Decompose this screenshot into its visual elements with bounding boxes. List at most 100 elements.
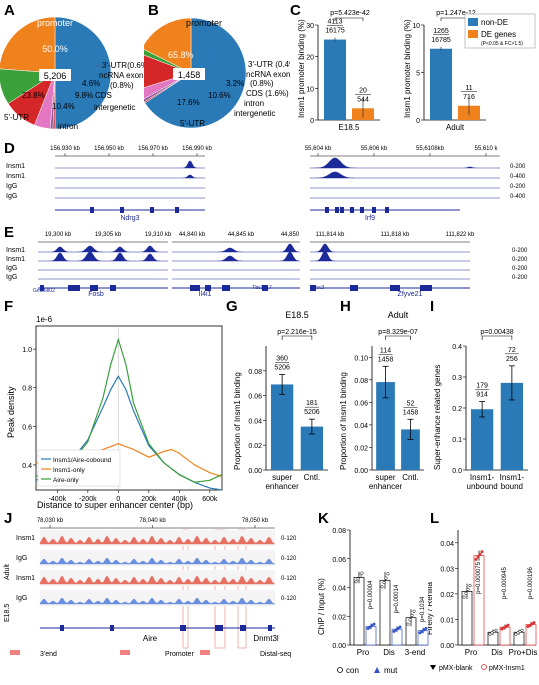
l-legend-blank: pMX-blank — [439, 665, 473, 672]
e-gene-exon — [390, 285, 400, 291]
pie-a-center-box — [39, 69, 71, 81]
c-frac-den: 716 — [463, 94, 475, 101]
panel-letter-b: B — [148, 2, 159, 19]
e-gene-exon — [310, 285, 316, 291]
e-gene-exon — [420, 285, 432, 291]
d-gene-left-exon — [90, 207, 94, 213]
pie-b-cds-label: CDS (1.6%) — [246, 89, 289, 98]
d-gene-left-exon — [120, 207, 124, 213]
e-gene-exon — [110, 285, 116, 291]
j-gene-exon — [60, 625, 64, 631]
j-track-signal — [39, 597, 276, 605]
e-tick: 111,822 kb — [446, 232, 475, 238]
panel-c-bar-chart: Insm1 promoter binding (%) Insm1 promote… — [297, 10, 536, 132]
e-gene-exon — [190, 285, 200, 291]
panel-g-bar-chart: E18.5 Proportion of Insm1 binding 0.00 0.02… — [233, 310, 328, 491]
gbar-pvalue: p=0.00014 — [394, 584, 400, 613]
d-left-tick: 156,990 kb — [182, 146, 212, 152]
f-ytick-label: 1.0 — [22, 347, 32, 354]
bar — [376, 382, 395, 470]
bar-ytick-label: 0.4 — [452, 344, 462, 351]
gbar-point — [464, 591, 468, 595]
gbar-point — [418, 631, 422, 635]
bar-ylabel: Proportion of Insm1 binding — [339, 372, 348, 470]
bar-frac-den: 5206 — [304, 409, 320, 416]
panel-letter-l: L — [430, 510, 440, 527]
c-bar — [324, 39, 346, 120]
pie-a-intergenetic-label: intergenetic — [94, 103, 135, 112]
gbar-pvalue: p=0.000945 — [502, 566, 508, 599]
bar — [401, 429, 420, 470]
gbar-ytick-label: 0.04 — [440, 541, 454, 548]
e-gene-name: Il4i1 — [199, 291, 212, 298]
e-track-range: 0-200 — [512, 248, 528, 254]
bar-ytick-label: 0.02 — [248, 443, 262, 450]
gbar-point — [358, 574, 362, 578]
e-gene-name: Zfyve21 — [398, 291, 423, 298]
c-frac-num: 20 — [359, 87, 367, 94]
gbar-ytick-label: 0.06 — [332, 557, 346, 564]
bar-ytick-label: 0.1 — [452, 437, 462, 444]
d-gene-right-exon — [385, 207, 389, 213]
gbar-point — [360, 571, 364, 575]
c-group-label: Adult — [446, 123, 465, 132]
bar-frac-den: 914 — [476, 391, 488, 398]
c-ylabel-right: Insm1 promoter binding (%) — [403, 19, 412, 118]
e-track-label: IgG — [6, 274, 17, 281]
bar-ytick-label: 0.3 — [452, 375, 462, 382]
gbar-point — [424, 626, 428, 631]
j-tick: 78,030 kb — [37, 518, 64, 524]
d-track-label: IgG — [6, 183, 17, 190]
panel-letter-d: D — [4, 140, 15, 157]
bar-category-label: Insm1- — [470, 473, 495, 482]
e-tick: 44,845 kb — [228, 232, 255, 238]
e-gene-exon — [68, 285, 80, 291]
bar-frac-den: 5206 — [274, 365, 290, 372]
k-legend-con-marker — [337, 667, 343, 673]
pie-slice-intergenetic — [144, 54, 192, 88]
c-sig-bracket — [334, 17, 364, 21]
gbar-point — [494, 628, 498, 632]
bar-ytick-label: 0.0 — [452, 468, 462, 475]
l-legend-blank-marker — [430, 665, 436, 670]
bar — [270, 384, 294, 470]
e-gene-name: Fosb — [88, 291, 104, 298]
d-gene-left-name: Ndrg3 — [120, 215, 139, 222]
panel-letter-a: A — [4, 2, 15, 19]
gbar-point — [462, 595, 466, 599]
bar-ytick-label: 0.08 — [354, 378, 368, 385]
panel-i-bar-chart: Super-enhance related genes 0.0 0.1 0.2 0.3 0… — [433, 329, 528, 491]
gbar-point — [410, 613, 414, 618]
e-track-range: 0-200 — [512, 266, 528, 272]
panel-d-genome-tracks: 156,930 kb 156,950 kb 156,970 kb 156,990 kb… — [6, 146, 526, 222]
d-left-tick: 156,950 kb — [94, 146, 124, 152]
pie-b-utr3-label: 3'-UTR (0.4%) — [248, 60, 290, 69]
bar-title: E18.5 — [285, 310, 309, 320]
c-bar — [430, 48, 452, 120]
panel-b-pie-chart: 1,458 promoter 65.8% 3'-UTR (0.4%) ncRNA… — [144, 17, 290, 129]
bar-category-label: bound — [501, 482, 523, 491]
bar-ytick-label: 0.2 — [452, 406, 462, 413]
e-tracks: 19,300 kb 19,305 kb 19,310 kb 44,840 kb 44,8… — [6, 232, 528, 298]
gbar-bar — [461, 590, 473, 646]
f-ytick-label: 0.8 — [22, 386, 32, 393]
bar-category-label: super — [272, 473, 292, 482]
gbar-ylabel: Firefly / Renilla — [428, 582, 434, 635]
gbar-pvalue: p=0.000196 — [528, 566, 534, 599]
e-track-label: Insm1 — [6, 256, 25, 263]
c-frac-den: 16785 — [431, 37, 451, 44]
gbar-point — [386, 572, 390, 576]
pie-b-cds-pct: 3.2% — [226, 79, 244, 88]
bar-ytick-label: 0.06 — [248, 394, 262, 401]
bar-frac-den: 256 — [506, 356, 518, 363]
j-gene-exon — [240, 625, 246, 631]
gbar-point — [532, 621, 536, 625]
bar-category-label: Cntl. — [304, 473, 320, 482]
c-right-group: 0 5 10 1265 16785 11 716 Adult p=1.247e-12 — [412, 10, 486, 132]
e-tick: 19,310 kb — [145, 232, 172, 238]
bar-ylabel: Super-enhance related genes — [433, 365, 442, 470]
j-track-label: Insm1 — [16, 575, 35, 582]
gbar-point — [468, 584, 472, 588]
c-frac-num: 1265 — [433, 28, 449, 35]
c-frac-den: 544 — [357, 96, 369, 103]
